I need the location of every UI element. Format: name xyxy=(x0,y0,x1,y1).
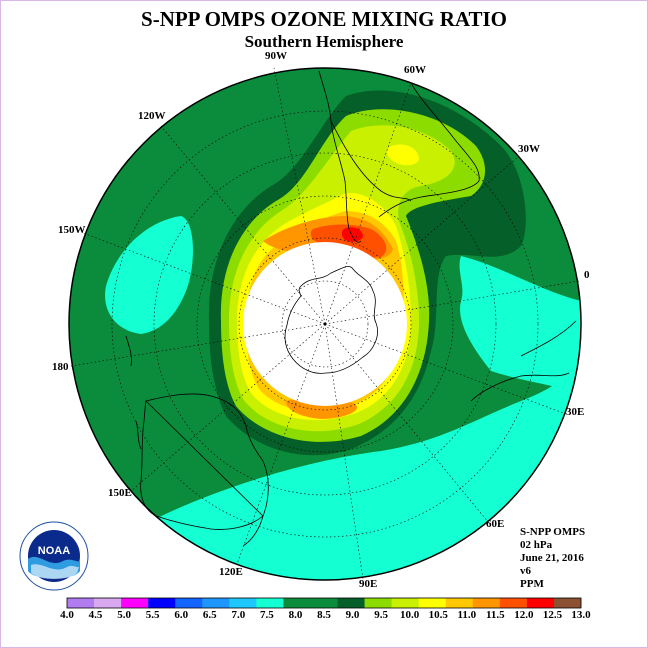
lat-circle-30s xyxy=(153,152,497,496)
colorbar-swatch xyxy=(418,598,447,608)
colorbar-tick-label: 13.0 xyxy=(571,609,591,621)
page-title: S-NPP OMPS OZONE MIXING RATIO xyxy=(141,7,507,31)
graticule xyxy=(70,67,580,580)
colorbar-tick-label: 11.5 xyxy=(486,609,505,621)
lat-circle-45s xyxy=(196,195,454,453)
meridian-120e xyxy=(236,323,326,565)
info-level: 02 hPa xyxy=(520,539,553,551)
meridian-60w xyxy=(324,82,412,325)
lon-label-120w: 120W xyxy=(138,110,166,122)
lon-label-180: 180 xyxy=(52,361,69,373)
noaa-logo: NOAA xyxy=(19,521,89,591)
meridian-150w xyxy=(82,232,326,325)
field-12-5 xyxy=(341,227,363,242)
colorbar-swatch xyxy=(283,598,311,608)
meridian-90e xyxy=(324,323,364,580)
field-10-5-north xyxy=(387,144,419,166)
australia-coast xyxy=(140,393,269,547)
info-date: June 21, 2016 xyxy=(520,552,584,564)
colorbar-swatch xyxy=(256,598,284,608)
lon-label-60w: 60W xyxy=(404,64,426,76)
colorbar-tick-label: 11.0 xyxy=(457,609,477,621)
colorbar-swatch xyxy=(391,598,419,608)
lon-label-90w: 90W xyxy=(265,50,287,62)
colorbar-swatch xyxy=(364,598,392,608)
map-boundary xyxy=(68,67,582,581)
colorbar-tick-label: 8.5 xyxy=(317,609,331,621)
lon-label-60e: 60E xyxy=(486,518,505,530)
field-8-0-west xyxy=(105,216,193,334)
info-version: v6 xyxy=(520,565,531,577)
meridian-180 xyxy=(70,323,326,367)
lon-label-150w: 150W xyxy=(58,224,86,236)
field-8-0-east xyxy=(459,256,581,396)
meridian-150e xyxy=(130,323,326,492)
info-units: PPM xyxy=(520,578,544,590)
meridian-60e xyxy=(324,323,490,524)
colorbar-swatch xyxy=(175,598,203,608)
colorbar-tick-label: 4.5 xyxy=(88,609,103,621)
colorbar-swatch xyxy=(67,598,95,608)
ozone-field xyxy=(69,68,581,580)
colorbar-tick-label: 4.0 xyxy=(60,609,74,621)
colorbar-tick-label: 5.5 xyxy=(145,609,160,621)
lon-label-120e: 120E xyxy=(219,566,243,578)
lon-label-0: 0 xyxy=(584,269,590,281)
lon-label-90e: 90E xyxy=(359,578,378,590)
colorbar-tick-label: 7.5 xyxy=(260,609,274,621)
colorbar-tick-label: 10.5 xyxy=(428,609,448,621)
africa-coast xyxy=(470,320,577,402)
colorbar-swatch xyxy=(472,598,501,608)
colorbar-swatch xyxy=(526,598,555,608)
lon-label-30w: 30W xyxy=(518,143,540,155)
meridian-120w xyxy=(160,125,326,325)
info-instrument: S-NPP OMPS xyxy=(520,526,586,538)
logo-text: NOAA xyxy=(38,545,70,557)
south-america-coast xyxy=(318,70,480,243)
colorbar-border xyxy=(66,597,582,609)
lon-label-30e: 30E xyxy=(566,406,585,418)
meridian-30w xyxy=(324,155,520,325)
coastlines xyxy=(125,70,577,547)
colorbar-swatch xyxy=(94,598,122,608)
colorbar-swatch xyxy=(499,598,528,608)
page-subtitle: Southern Hemisphere xyxy=(244,32,404,51)
lat-circle-15s xyxy=(111,110,539,538)
colorbar-swatch xyxy=(202,598,230,608)
colorbar-tick-label: 12.0 xyxy=(514,609,534,621)
colorbar-tick-label: 7.0 xyxy=(231,609,246,621)
lon-label-150e: 150E xyxy=(108,487,132,499)
colorbar-tick-label: 5.0 xyxy=(117,609,131,621)
colorbar-tick-label: 12.5 xyxy=(542,609,563,621)
antarctica-coast xyxy=(284,266,378,374)
colorbar-swatch xyxy=(553,598,582,608)
colorbar-tick-label: 10.0 xyxy=(400,609,420,621)
colorbar-swatch xyxy=(337,598,365,608)
meridian-0 xyxy=(324,280,580,325)
colorbar-tick-label: 9.5 xyxy=(374,609,388,621)
south-pole-marker xyxy=(323,322,327,326)
lat-circle-75s xyxy=(281,280,369,368)
colorbar-swatch xyxy=(445,598,474,608)
new-zealand-coast xyxy=(125,335,142,450)
colorbar-tick-label: 6.5 xyxy=(202,609,217,621)
meridian-30e xyxy=(324,323,567,415)
colorbar-swatch xyxy=(310,598,338,608)
colorbar-tick-label: 6.0 xyxy=(174,609,189,621)
colorbar-swatch xyxy=(121,598,149,608)
lat-circle-60s xyxy=(238,237,412,411)
colorbar-swatch xyxy=(229,598,257,608)
colorbar-swatch xyxy=(148,598,176,608)
info-block: S-NPP OMPS 02 hPa June 21, 2016 v6 PPM xyxy=(520,526,585,591)
colorbar-tick-label: 8.0 xyxy=(288,609,303,621)
colorbar-tick-label: 9.0 xyxy=(345,609,360,621)
